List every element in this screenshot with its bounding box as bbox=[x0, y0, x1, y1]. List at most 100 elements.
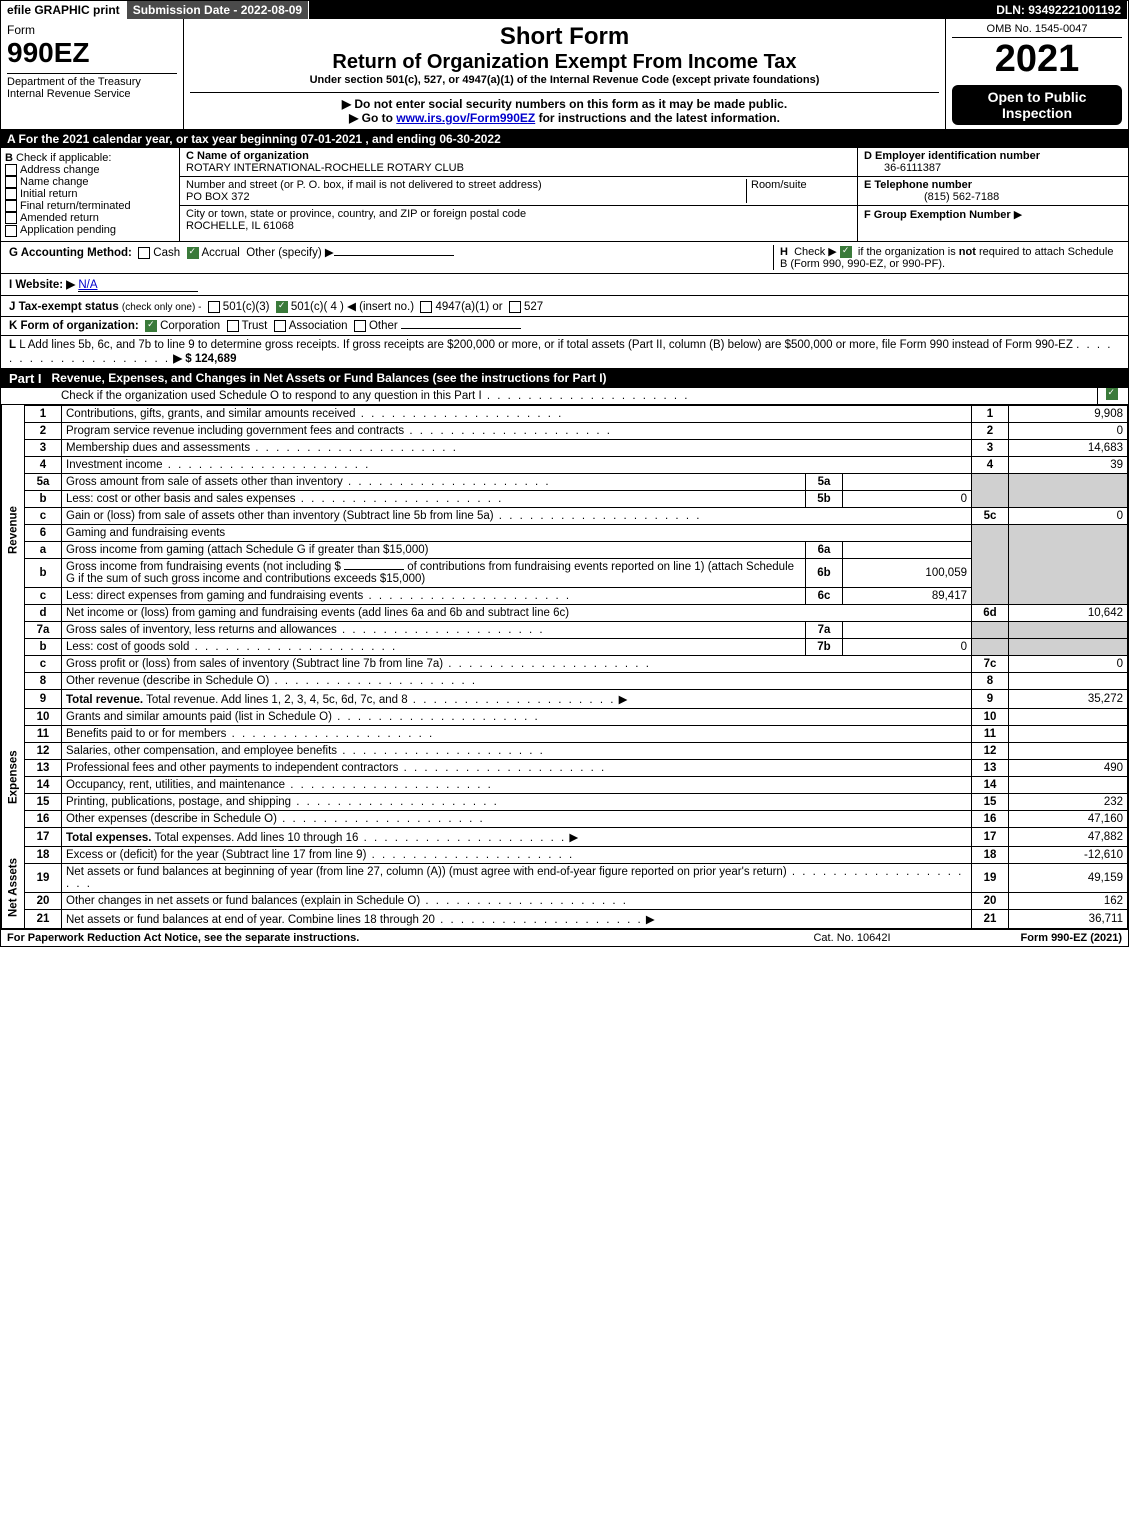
checkbox-corporation[interactable] bbox=[145, 320, 157, 332]
line-7b-desc: Less: cost of goods sold bbox=[66, 641, 189, 653]
k-other-input[interactable] bbox=[401, 328, 521, 329]
checkbox-amended-return[interactable] bbox=[5, 212, 17, 224]
i-label: I Website: ▶ bbox=[9, 279, 75, 291]
checkbox-final-return[interactable] bbox=[5, 200, 17, 212]
vlabel-expenses: Expenses bbox=[2, 708, 25, 846]
line-16-value: 47,160 bbox=[1009, 810, 1128, 827]
org-city: ROCHELLE, IL 61068 bbox=[186, 220, 294, 232]
section-a: A For the 2021 calendar year, or tax yea… bbox=[1, 130, 1128, 148]
g-other-input[interactable] bbox=[334, 255, 454, 256]
line-19-num: 19 bbox=[25, 863, 62, 892]
line-20-desc: Other changes in net assets or fund bala… bbox=[66, 895, 420, 907]
j-501c3: 501(c)(3) bbox=[223, 301, 270, 313]
line-10-num: 10 bbox=[25, 708, 62, 725]
line-10-label: 10 bbox=[972, 708, 1009, 725]
under-section: Under section 501(c), 527, or 4947(a)(1)… bbox=[190, 74, 939, 86]
line-3-label: 3 bbox=[972, 439, 1009, 456]
l-value: ▶ $ 124,689 bbox=[173, 353, 236, 365]
line-14-num: 14 bbox=[25, 776, 62, 793]
checkbox-schedule-b-not-required[interactable] bbox=[840, 246, 852, 258]
line-5a-num: 5a bbox=[25, 473, 62, 490]
checkbox-association[interactable] bbox=[274, 320, 286, 332]
checkbox-4947[interactable] bbox=[420, 301, 432, 313]
section-h: H Check ▶ if the organization is not req… bbox=[773, 245, 1120, 270]
g-cash: Cash bbox=[153, 247, 180, 259]
footer-left: For Paperwork Reduction Act Notice, see … bbox=[7, 932, 752, 944]
row-gh: G Accounting Method: Cash Accrual Other … bbox=[1, 242, 1128, 274]
line-16-label: 16 bbox=[972, 810, 1009, 827]
line-4-desc: Investment income bbox=[66, 459, 163, 471]
section-c: C Name of organization ROTARY INTERNATIO… bbox=[180, 148, 858, 241]
line-5ab-grey-val bbox=[1009, 473, 1128, 507]
e-label: E Telephone number bbox=[864, 179, 972, 191]
line-8-desc: Other revenue (describe in Schedule O) bbox=[66, 675, 269, 687]
line-15-value: 232 bbox=[1009, 793, 1128, 810]
checkbox-initial-return[interactable] bbox=[5, 188, 17, 200]
line-20-value: 162 bbox=[1009, 892, 1128, 909]
checkbox-527[interactable] bbox=[509, 301, 521, 313]
j-label: J Tax-exempt status bbox=[9, 301, 119, 313]
line-20-label: 20 bbox=[972, 892, 1009, 909]
line-16-num: 16 bbox=[25, 810, 62, 827]
line-19-label: 19 bbox=[972, 863, 1009, 892]
j-527: 527 bbox=[524, 301, 543, 313]
h-label: H bbox=[780, 246, 788, 258]
line-7b-num: b bbox=[25, 638, 62, 655]
line-12-value bbox=[1009, 742, 1128, 759]
line-19-value: 49,159 bbox=[1009, 863, 1128, 892]
checkbox-application-pending[interactable] bbox=[5, 225, 17, 237]
opt-address-change: Address change bbox=[20, 164, 100, 176]
line-6a-sn: 6a bbox=[806, 541, 843, 558]
checkbox-other-org[interactable] bbox=[354, 320, 366, 332]
line-7c-num: c bbox=[25, 655, 62, 672]
line-5a-sn: 5a bbox=[806, 473, 843, 490]
form-label: Form bbox=[7, 23, 177, 37]
line-6-grey bbox=[972, 524, 1009, 604]
line-17-num: 17 bbox=[25, 827, 62, 846]
line-12-desc: Salaries, other compensation, and employ… bbox=[66, 745, 337, 757]
line-18-desc: Excess or (deficit) for the year (Subtra… bbox=[66, 849, 366, 861]
page-footer: For Paperwork Reduction Act Notice, see … bbox=[1, 929, 1128, 946]
info-grid: B Check if applicable: Address change Na… bbox=[1, 148, 1128, 242]
schedule-o-row: Check if the organization used Schedule … bbox=[1, 388, 1128, 405]
line-6d-num: d bbox=[25, 604, 62, 621]
line-15-num: 15 bbox=[25, 793, 62, 810]
checkbox-501c3[interactable] bbox=[208, 301, 220, 313]
line-14-desc: Occupancy, rent, utilities, and maintena… bbox=[66, 779, 285, 791]
ein-value: 36-6111387 bbox=[864, 162, 941, 174]
opt-amended-return: Amended return bbox=[20, 212, 99, 224]
row-i: I Website: ▶ N/A bbox=[1, 274, 1128, 296]
efile-label[interactable]: efile GRAPHIC print bbox=[1, 1, 127, 19]
line-9-num: 9 bbox=[25, 689, 62, 708]
g-accrual: Accrual bbox=[202, 247, 240, 259]
checkbox-501c[interactable] bbox=[276, 301, 288, 313]
checkbox-trust[interactable] bbox=[227, 320, 239, 332]
header-left: Form 990EZ Department of the Treasury In… bbox=[1, 19, 184, 129]
l-text: L Add lines 5b, 6c, and 7b to line 9 to … bbox=[19, 339, 1073, 351]
line-21-value: 36,711 bbox=[1009, 909, 1128, 928]
line-7c-desc: Gross profit or (loss) from sales of inv… bbox=[66, 658, 443, 670]
j-4947: 4947(a)(1) or bbox=[435, 301, 502, 313]
line-6-num: 6 bbox=[25, 524, 62, 541]
line-4-value: 39 bbox=[1009, 456, 1128, 473]
section-b-letter: B bbox=[5, 152, 13, 164]
line-4-num: 4 bbox=[25, 456, 62, 473]
line-16-desc: Other expenses (describe in Schedule O) bbox=[66, 813, 277, 825]
line-3-value: 14,683 bbox=[1009, 439, 1128, 456]
line-9-value: 35,272 bbox=[1009, 689, 1128, 708]
checkbox-accrual[interactable] bbox=[187, 247, 199, 259]
checkbox-address-change[interactable] bbox=[5, 164, 17, 176]
goto-link[interactable]: www.irs.gov/Form990EZ bbox=[396, 111, 535, 125]
line-2-num: 2 bbox=[25, 422, 62, 439]
checkbox-name-change[interactable] bbox=[5, 176, 17, 188]
line-20-num: 20 bbox=[25, 892, 62, 909]
checkbox-schedule-o[interactable] bbox=[1106, 388, 1118, 400]
line-6b-blank[interactable] bbox=[344, 569, 404, 570]
part1-table: Revenue 1 Contributions, gifts, grants, … bbox=[1, 405, 1128, 929]
line-11-desc: Benefits paid to or for members bbox=[66, 728, 226, 740]
checkbox-cash[interactable] bbox=[138, 247, 150, 259]
form-990ez: efile GRAPHIC print Submission Date - 20… bbox=[0, 0, 1129, 947]
line-7c-value: 0 bbox=[1009, 655, 1128, 672]
website-link[interactable]: N/A bbox=[78, 279, 97, 291]
line-17-desc: Total expenses. Add lines 10 through 16 bbox=[154, 832, 358, 844]
